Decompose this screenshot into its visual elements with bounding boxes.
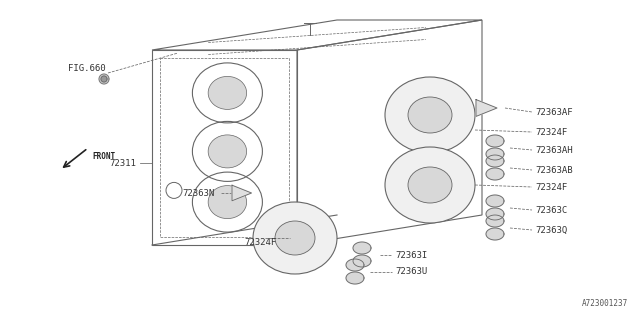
Polygon shape <box>486 168 504 180</box>
Polygon shape <box>346 272 364 284</box>
Text: FRONT: FRONT <box>92 151 115 161</box>
Polygon shape <box>353 242 371 254</box>
Text: 72363N: 72363N <box>183 188 215 197</box>
Text: 72363U: 72363U <box>395 268 428 276</box>
Text: 72324F: 72324F <box>535 182 567 191</box>
Polygon shape <box>232 185 252 201</box>
Ellipse shape <box>385 77 475 153</box>
Polygon shape <box>476 100 497 116</box>
Text: 72363I: 72363I <box>395 251 428 260</box>
Ellipse shape <box>275 221 315 255</box>
Ellipse shape <box>253 202 337 274</box>
Text: 72363AH: 72363AH <box>535 146 573 155</box>
Text: 72363C: 72363C <box>535 205 567 214</box>
Polygon shape <box>101 76 107 82</box>
Text: A723001237: A723001237 <box>582 299 628 308</box>
Text: 72363AB: 72363AB <box>535 165 573 174</box>
Text: 72324F: 72324F <box>535 127 567 137</box>
Polygon shape <box>486 208 504 220</box>
Ellipse shape <box>208 135 246 168</box>
Polygon shape <box>486 215 504 227</box>
Ellipse shape <box>408 167 452 203</box>
Polygon shape <box>353 255 371 267</box>
Polygon shape <box>99 74 109 84</box>
Polygon shape <box>486 228 504 240</box>
Text: FIG.660: FIG.660 <box>68 63 106 73</box>
Polygon shape <box>486 148 504 160</box>
Ellipse shape <box>208 76 246 109</box>
Ellipse shape <box>385 147 475 223</box>
Polygon shape <box>486 195 504 207</box>
Text: 72324F: 72324F <box>244 237 277 246</box>
Polygon shape <box>346 259 364 271</box>
Polygon shape <box>486 155 504 167</box>
Ellipse shape <box>208 186 246 219</box>
Text: 72311: 72311 <box>109 158 136 167</box>
Polygon shape <box>486 135 504 147</box>
Text: 72363AF: 72363AF <box>535 108 573 116</box>
Ellipse shape <box>408 97 452 133</box>
Text: 72363Q: 72363Q <box>535 226 567 235</box>
